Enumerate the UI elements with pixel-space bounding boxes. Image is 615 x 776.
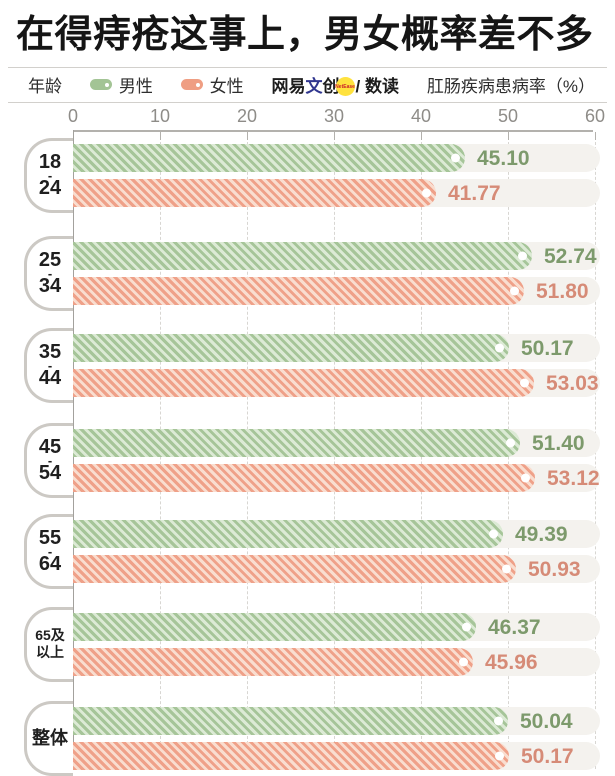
age-group-label-line: 24 [38, 176, 62, 199]
plot-area: 18-24 45.10 41.77 25-34 52.74 51.80 35-44 50.17… [0, 129, 615, 776]
x-axis-tick-label: 40 [410, 105, 432, 126]
tick-mark [421, 131, 422, 140]
female-value-label: 53.12 [547, 466, 600, 490]
age-group-pill: 45-54 [24, 422, 73, 498]
age-group-label-line: 54 [38, 461, 62, 484]
male-value-label: 46.37 [488, 615, 541, 639]
netease-logo-wen: 文 [305, 77, 323, 97]
x-axis-tick-label: 20 [236, 105, 258, 126]
female-bar [73, 463, 535, 492]
male-bar [73, 519, 503, 548]
tick-mark [508, 131, 509, 140]
age-group-pill: 18-24 [24, 137, 73, 213]
netease-logo-chuang: 创 [322, 77, 340, 97]
netease-badge-icon: NetEase [335, 77, 355, 97]
male-bar [73, 241, 532, 270]
age-group-pill: 25-34 [24, 235, 73, 311]
female-bar [73, 368, 534, 397]
age-group-pill: 65及 以上 [24, 606, 73, 682]
x-axis-line [73, 129, 593, 132]
age-group-label-line: - [47, 452, 53, 468]
age-group-label-line: 65及 [35, 627, 65, 644]
age-group-label-line: - [47, 167, 53, 183]
age-group-label-line: 以上 [36, 644, 64, 661]
male-legend-label: 男性 [118, 77, 153, 97]
male-swatch-icon [89, 79, 112, 91]
female-swatch-icon [180, 79, 203, 91]
age-group-label-line: 18 [38, 150, 62, 173]
female-bar [73, 741, 509, 770]
x-axis-tick-labels: 0 10 20 30 40 50 60 [0, 103, 615, 130]
x-axis-tick-label: 10 [149, 105, 171, 126]
male-value-label: 45.10 [477, 146, 530, 170]
male-bar [73, 428, 520, 457]
x-axis-tick-label: 50 [497, 105, 519, 126]
x-axis-tick-label: 0 [67, 105, 79, 126]
male-bar [73, 706, 508, 735]
tick-mark [334, 131, 335, 140]
age-column-header: 年龄 [28, 77, 62, 97]
age-group-label-line: 25 [38, 248, 62, 271]
x-axis-tick-label: 60 [584, 105, 606, 126]
age-group-pill: 整体 [24, 700, 73, 776]
female-value-label: 50.93 [528, 557, 581, 581]
female-value-label: 53.03 [546, 371, 599, 395]
female-bar [73, 276, 524, 305]
legend-item-female: 女性 [180, 72, 244, 97]
legend-item-male: 男性 [89, 72, 153, 97]
age-group-pill: 55-64 [24, 513, 73, 589]
netease-logo-suffix: / 数读 [355, 77, 399, 97]
age-group-label-line: 55 [38, 526, 62, 549]
age-group-label-line: 45 [38, 435, 62, 458]
male-value-label: 50.17 [521, 336, 574, 360]
tick-mark [160, 131, 161, 140]
female-value-label: 41.77 [448, 181, 501, 205]
female-value-label: 51.80 [536, 279, 589, 303]
age-group-label-line: 44 [38, 366, 62, 389]
age-group-label-line: 64 [38, 552, 62, 575]
tick-mark [247, 131, 248, 140]
age-group-pill: 35-44 [24, 327, 73, 403]
age-group-label-line: - [47, 543, 53, 559]
x-axis-tick-label: 30 [323, 105, 345, 126]
female-bar [73, 178, 436, 207]
female-legend-label: 女性 [209, 77, 244, 97]
female-bar [73, 647, 473, 676]
x-axis-title: 肛肠疾病患病率（%） [426, 77, 595, 97]
female-bar [73, 554, 516, 583]
male-value-label: 49.39 [515, 522, 568, 546]
male-value-label: 52.74 [544, 244, 597, 268]
age-group-label-line: - [47, 357, 53, 373]
female-value-label: 45.96 [485, 650, 538, 674]
tick-mark [595, 131, 596, 140]
age-group-label-line: 34 [38, 274, 62, 297]
male-bar [73, 333, 509, 362]
male-value-label: 50.04 [520, 709, 573, 733]
chart-title: 在得痔疮这事上，男女概率差不多 [16, 14, 594, 56]
male-bar [73, 612, 476, 641]
age-group-label-line: 整体 [32, 728, 68, 749]
male-value-label: 51.40 [532, 431, 585, 455]
netease-logo-prefix: 网易 [271, 77, 306, 97]
legend-bar: 年龄 男性 女性 网易文创 NetEase / 数读 肛肠疾病患病率（%） [8, 66, 607, 103]
age-group-label-line: 35 [38, 340, 62, 363]
male-bar [73, 143, 465, 172]
age-group-label-line: - [47, 265, 53, 281]
female-value-label: 50.17 [521, 744, 574, 768]
netease-logo: 网易文创 NetEase / 数读 [272, 72, 399, 97]
